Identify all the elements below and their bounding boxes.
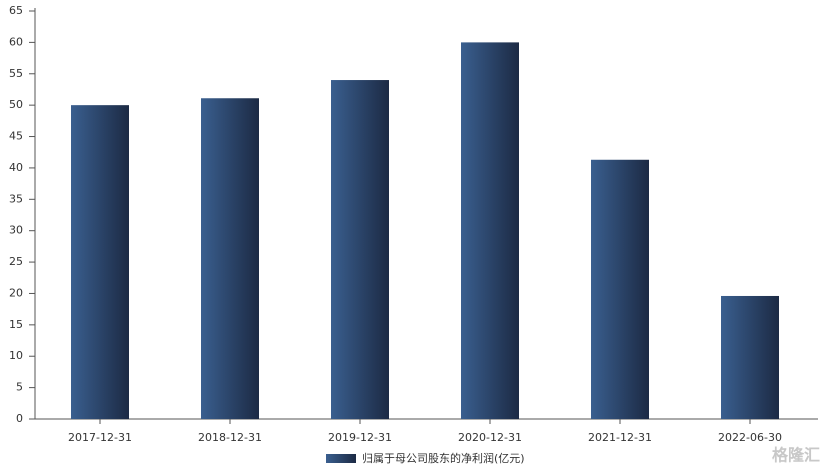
bar [201,98,259,419]
y-tick-label: 35 [9,192,23,205]
bar [331,80,389,420]
x-tick-label: 2017-12-31 [68,431,132,444]
x-tick-label: 2022-06-30 [718,431,782,444]
bar [461,42,519,420]
watermark: 格隆汇 [772,446,820,465]
x-tick-label: 2021-12-31 [588,431,652,444]
x-tick-label: 2020-12-31 [458,431,522,444]
y-tick-label: 15 [9,318,23,331]
x-tick-label: 2018-12-31 [198,431,262,444]
y-tick-label: 30 [9,224,23,237]
legend-label: 归属于母公司股东的净利润(亿元) [362,451,525,465]
bar [71,105,129,420]
y-tick-label: 60 [9,35,23,48]
bar [591,159,649,420]
y-tick-label: 25 [9,255,23,268]
y-tick-label: 5 [16,381,23,394]
y-tick-label: 0 [16,412,23,425]
y-tick-label: 20 [9,286,23,299]
y-tick-label: 50 [9,98,23,111]
bar [721,295,779,419]
y-tick-label: 10 [9,349,23,362]
y-tick-label: 55 [9,67,23,80]
x-tick-label: 2019-12-31 [328,431,392,444]
y-tick-label: 65 [9,4,23,17]
legend-swatch [326,454,356,463]
y-tick-label: 45 [9,130,23,143]
y-tick-label: 40 [9,161,23,174]
